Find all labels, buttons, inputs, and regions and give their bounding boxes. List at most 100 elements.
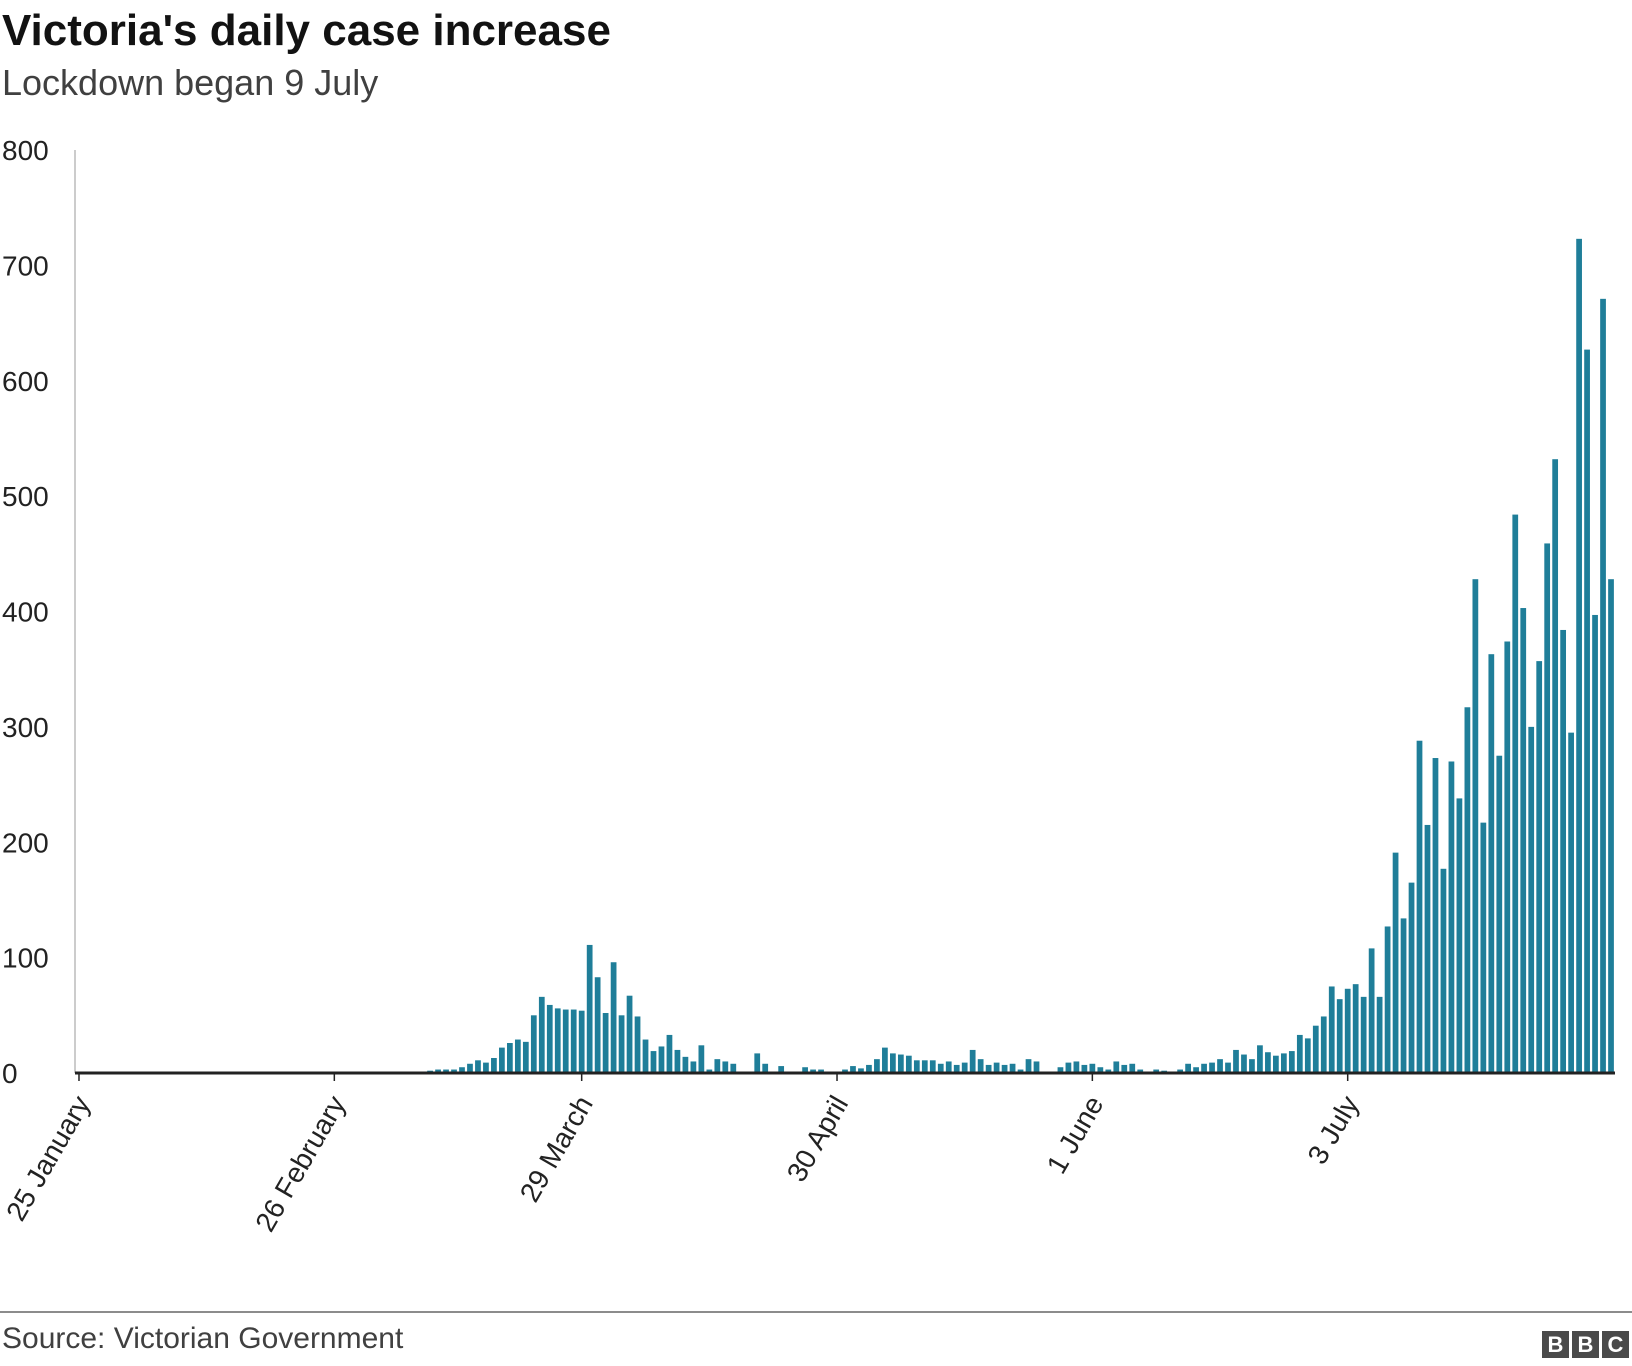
bar	[626, 995, 633, 1073]
bar	[435, 1069, 441, 1073]
bar	[538, 996, 545, 1073]
bar	[1009, 1063, 1016, 1073]
bar	[514, 1039, 521, 1073]
bar	[937, 1063, 944, 1073]
bar	[1544, 543, 1551, 1073]
bar	[1233, 1049, 1239, 1073]
bar	[602, 1013, 609, 1073]
bar	[491, 1058, 497, 1073]
bar	[1584, 349, 1590, 1073]
bar	[451, 1069, 457, 1073]
bar	[634, 1016, 641, 1073]
bar	[698, 1045, 705, 1073]
y-tick-label: 400	[2, 597, 49, 628]
bar	[1017, 1069, 1024, 1073]
bar	[714, 1059, 721, 1073]
bar	[530, 1015, 537, 1073]
bar	[506, 1043, 513, 1073]
bar	[1280, 1053, 1287, 1073]
bbc-logo-letter: B	[1542, 1331, 1569, 1358]
bar	[1185, 1063, 1191, 1073]
y-tick-label: 600	[2, 366, 49, 397]
y-tick-label: 200	[2, 827, 49, 858]
footer-divider	[0, 1311, 1632, 1313]
bar	[554, 1008, 561, 1073]
bar	[1265, 1052, 1271, 1073]
bar	[1129, 1063, 1136, 1073]
bar	[778, 1066, 785, 1073]
bar	[961, 1062, 968, 1073]
bar	[1600, 298, 1606, 1073]
bar	[1472, 579, 1479, 1073]
bar	[1408, 882, 1415, 1073]
bar	[1257, 1045, 1263, 1073]
bar	[858, 1068, 864, 1073]
bar	[618, 1015, 625, 1073]
bar	[1576, 238, 1582, 1073]
bar	[682, 1056, 689, 1073]
x-tick-label: 29 March	[514, 1091, 599, 1208]
bar	[546, 1004, 553, 1073]
bar	[499, 1047, 505, 1073]
bar	[1249, 1059, 1255, 1073]
bar	[945, 1061, 952, 1073]
bar	[666, 1034, 673, 1073]
bar	[1440, 868, 1447, 1073]
bar	[1177, 1069, 1184, 1073]
bar	[467, 1063, 473, 1073]
bar	[866, 1064, 872, 1073]
bar	[754, 1053, 761, 1073]
y-tick-label: 700	[2, 250, 49, 281]
bar-chart: 0 100 200 300 400 500 600 700 800 25 January 26 F…	[0, 135, 1615, 1237]
bar	[650, 1051, 657, 1073]
bar	[570, 1009, 577, 1073]
bar	[1288, 1051, 1295, 1073]
y-axis-ticks: 0 100 200 300 400 500 600 700 800	[2, 135, 49, 1089]
bar	[1273, 1055, 1279, 1073]
bar	[1344, 988, 1351, 1073]
bar	[953, 1064, 960, 1073]
bar	[1520, 608, 1527, 1073]
bar	[610, 962, 617, 1073]
bar	[475, 1060, 481, 1073]
bar	[1121, 1064, 1128, 1073]
bbc-logo-letter: C	[1602, 1331, 1629, 1358]
bar	[1073, 1061, 1080, 1073]
bar	[842, 1069, 848, 1073]
bar	[1105, 1069, 1112, 1073]
bar	[1312, 1025, 1319, 1073]
bar	[1448, 761, 1455, 1073]
bar	[658, 1046, 665, 1073]
y-tick-label: 800	[2, 135, 49, 166]
bar	[1416, 740, 1423, 1073]
bar	[929, 1060, 936, 1073]
bar	[1496, 755, 1503, 1073]
x-axis-ticks: 25 January 26 February 29 March 30 April 1 J…	[0, 1073, 1365, 1237]
x-tick-label: 1 June	[1041, 1091, 1110, 1179]
bar	[522, 1041, 529, 1073]
bar	[1320, 1016, 1327, 1073]
bar	[443, 1069, 449, 1073]
bar	[1424, 824, 1431, 1073]
bar	[882, 1047, 888, 1073]
source-note: Source: Victorian Government	[2, 1322, 404, 1355]
bar	[1568, 732, 1574, 1073]
bar	[1488, 654, 1495, 1073]
bar	[1025, 1059, 1032, 1073]
bar	[1504, 641, 1511, 1073]
bar	[1376, 996, 1383, 1073]
bar	[1089, 1063, 1096, 1073]
bar	[1113, 1061, 1120, 1073]
x-tick-label: 30 April	[781, 1091, 855, 1187]
bar	[1217, 1059, 1223, 1073]
bar	[1592, 614, 1598, 1073]
y-tick-label: 100	[2, 943, 49, 974]
bar	[1001, 1064, 1008, 1073]
bar	[1384, 926, 1391, 1073]
bar	[690, 1061, 697, 1073]
x-tick-label: 26 February	[249, 1091, 351, 1237]
bar	[1456, 798, 1463, 1073]
bar	[1241, 1054, 1247, 1073]
bar	[1352, 984, 1359, 1073]
bar	[890, 1053, 896, 1073]
